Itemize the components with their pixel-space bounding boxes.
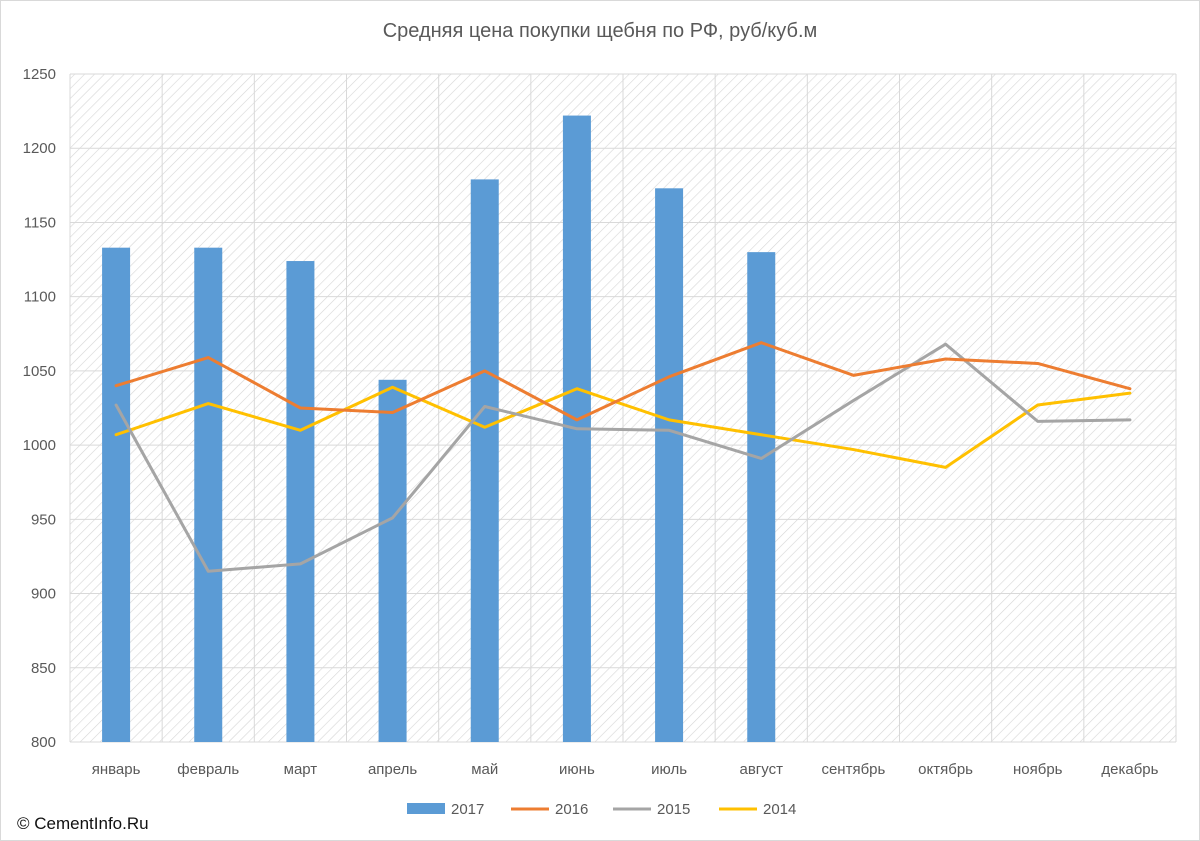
legend-label-2015: 2015 [657, 801, 690, 818]
y-tick-label-1150: 1150 [24, 214, 56, 231]
x-tick-label-8: сентябрь [821, 761, 885, 778]
legend-label-2017: 2017 [451, 801, 484, 818]
bar-2017-6 [655, 188, 684, 742]
y-tick-label-800: 800 [31, 734, 56, 751]
x-tick-label-0: январь [92, 761, 141, 778]
x-tick-label-2: март [284, 761, 318, 778]
copyright-text: © CementInfo.Ru [17, 814, 149, 833]
line-2015 [114, 342, 1132, 573]
legend-swatch-2017 [407, 803, 445, 814]
chart-title: Средняя цена покупки щебня по РФ, руб/ку… [382, 20, 818, 42]
x-tick-label-5: июнь [559, 761, 595, 778]
bar-2017-1 [194, 247, 223, 742]
y-tick-label-1250: 1250 [23, 66, 56, 83]
bar-2017-0 [102, 247, 131, 742]
bar-2017-7 [747, 252, 776, 742]
line-2016 [114, 341, 1132, 422]
x-tick-label-4: май [471, 761, 498, 778]
bar-2017-4 [470, 179, 499, 742]
x-tick-label-11: декабрь [1101, 761, 1158, 778]
x-tick-label-7: август [740, 761, 784, 778]
bar-2017-2 [286, 261, 315, 742]
line-2014 [114, 385, 1132, 469]
x-axis: январь февраль март апрель май июнь июль август… [92, 761, 1159, 778]
y-tick-label-1200: 1200 [23, 140, 56, 157]
legend: 2017 2016 2015 2014 [407, 801, 796, 818]
bar-2017-3 [378, 379, 407, 742]
y-tick-label-900: 900 [31, 586, 56, 603]
y-tick-label-1000: 1000 [23, 437, 56, 454]
x-tick-label-1: февраль [177, 761, 239, 778]
line-series [114, 341, 1132, 573]
legend-label-2016: 2016 [555, 801, 588, 818]
x-tick-label-10: ноябрь [1013, 761, 1063, 778]
y-tick-label-950: 950 [31, 511, 56, 528]
y-tick-label-850: 850 [31, 660, 56, 677]
y-tick-label-1100: 1100 [24, 289, 56, 306]
y-axis: 800 850 900 950 1000 1050 1100 1150 1200 1250 [23, 66, 56, 751]
y-tick-label-1050: 1050 [23, 363, 56, 380]
x-tick-label-9: октябрь [918, 761, 973, 778]
legend-label-2014: 2014 [763, 801, 796, 818]
x-tick-label-3: апрель [368, 761, 417, 778]
x-tick-label-6: июль [651, 761, 687, 778]
